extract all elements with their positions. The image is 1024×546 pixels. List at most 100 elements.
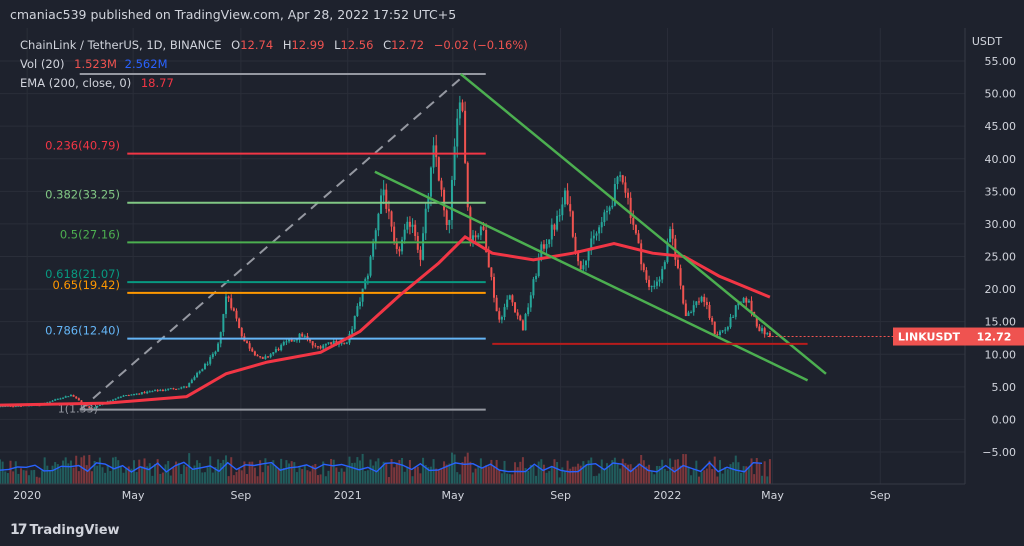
candle-body (708, 304, 711, 318)
candle-body (154, 390, 157, 392)
volume-bar (432, 459, 435, 484)
volume-bar (448, 463, 451, 484)
candle-body (345, 342, 348, 344)
volume-bar (655, 465, 658, 484)
candle-body (613, 184, 616, 206)
candle-body (293, 340, 296, 342)
volume-bar (198, 462, 201, 484)
candle-body (351, 329, 354, 334)
candle-body (464, 110, 467, 163)
volume-bar (658, 466, 661, 484)
volume-bar (650, 471, 653, 484)
volume-bar (54, 462, 57, 484)
low-label: L (334, 38, 341, 52)
candle-body (301, 333, 304, 337)
volume-bar (230, 457, 233, 484)
volume-bar (482, 467, 485, 484)
volume-bar (227, 476, 230, 484)
volume-bar (109, 471, 112, 484)
candle-body (314, 345, 317, 347)
candle-body (766, 333, 769, 335)
last-price-marker[interactable]: LINKUSDT 12.72 (893, 327, 1024, 346)
volume-bar (737, 462, 740, 484)
candle-body (288, 339, 291, 342)
candle-body (193, 377, 196, 380)
candle-body (75, 396, 78, 399)
volume-bar (133, 460, 136, 484)
candle-body (440, 180, 443, 190)
candle-body (485, 229, 488, 253)
fib-level-label: 0.382(33.25) (45, 188, 120, 202)
volume-bar (590, 457, 593, 484)
candle-body (616, 176, 619, 185)
candle-body (277, 349, 280, 351)
vol-value-2: 2.562M (125, 57, 168, 71)
chart-area[interactable]: 1(1.53) 0.236(40.79) 0.382(33.25) 0.5(27.16… (0, 28, 1024, 518)
volume-bar (763, 461, 766, 484)
candle-body (230, 298, 233, 309)
volume-bar (332, 459, 335, 484)
price-chart[interactable]: 1(1.53) 0.236(40.79) 0.382(33.25) 0.5(27.16… (0, 28, 1024, 518)
candle-body (356, 306, 359, 317)
candle-body (114, 398, 117, 400)
candle-body (20, 405, 23, 407)
candle-body (133, 394, 136, 396)
candle-body (466, 162, 469, 208)
volume-bar (201, 472, 204, 484)
candle-body (569, 204, 572, 212)
volume-bar (445, 464, 448, 484)
candle-body (172, 388, 175, 390)
volume-bar (4, 471, 7, 484)
volume-bar (545, 472, 548, 484)
candle-body (590, 238, 593, 251)
volume-bar (33, 469, 36, 484)
volume-bar (503, 460, 506, 484)
candle-body (579, 261, 582, 270)
last-price-value: 12.72 (977, 331, 1012, 344)
volume-bar (14, 461, 17, 484)
volume-bar (264, 458, 267, 484)
candle-body (366, 275, 369, 280)
volume-bar (419, 473, 422, 484)
volume-bar (708, 460, 711, 484)
volume-bar (692, 469, 695, 484)
candle-body (295, 339, 298, 341)
trendline[interactable] (374, 170, 809, 382)
candle-body (238, 318, 241, 329)
tradingview-logo[interactable]: 17 TradingView (10, 522, 120, 538)
volume-bar (251, 461, 254, 484)
candle-body (54, 399, 57, 401)
volume-bar (380, 467, 383, 484)
volume-bar (256, 476, 259, 484)
candle-body (424, 208, 427, 234)
volume-bar (25, 470, 28, 484)
volume-bar (661, 459, 664, 484)
candle-body (419, 249, 422, 260)
candle-body (503, 307, 506, 317)
volume-bar (511, 474, 514, 484)
volume-bar (351, 462, 354, 484)
volume-bar (261, 472, 264, 484)
last-price-symbol-box[interactable] (893, 327, 965, 346)
volume-bar (293, 462, 296, 484)
currency-label[interactable]: USDT (972, 35, 1003, 48)
fibonacci-retracement[interactable]: 1(1.53) 0.236(40.79) 0.382(33.25) 0.5(27.16… (45, 73, 486, 416)
volume-bar (135, 472, 138, 484)
candle-body (629, 197, 632, 218)
x-axis[interactable]: 2020 May Sep 2021 May Sep 2022 May Sep (0, 483, 965, 502)
volume-bar (474, 468, 477, 484)
y-axis[interactable]: USDT 55.00 50.00 45.00 40.00 35.00 30.00 25.00… (964, 28, 1024, 484)
last-price-value-box[interactable] (965, 327, 1024, 346)
candle-body (248, 343, 251, 349)
candle-body (93, 407, 96, 409)
volume-bar (395, 462, 398, 484)
candle-body (246, 341, 249, 344)
volume-bar (246, 474, 249, 484)
publisher-bar: cmaniac539 published on TradingView.com,… (0, 0, 1024, 28)
volume-bar (729, 464, 732, 484)
volume-bar (285, 460, 288, 484)
trendline[interactable] (459, 73, 827, 375)
candle-body (385, 189, 388, 209)
y-tick-label: 20.00 (985, 283, 1017, 296)
candle-body (217, 343, 220, 352)
